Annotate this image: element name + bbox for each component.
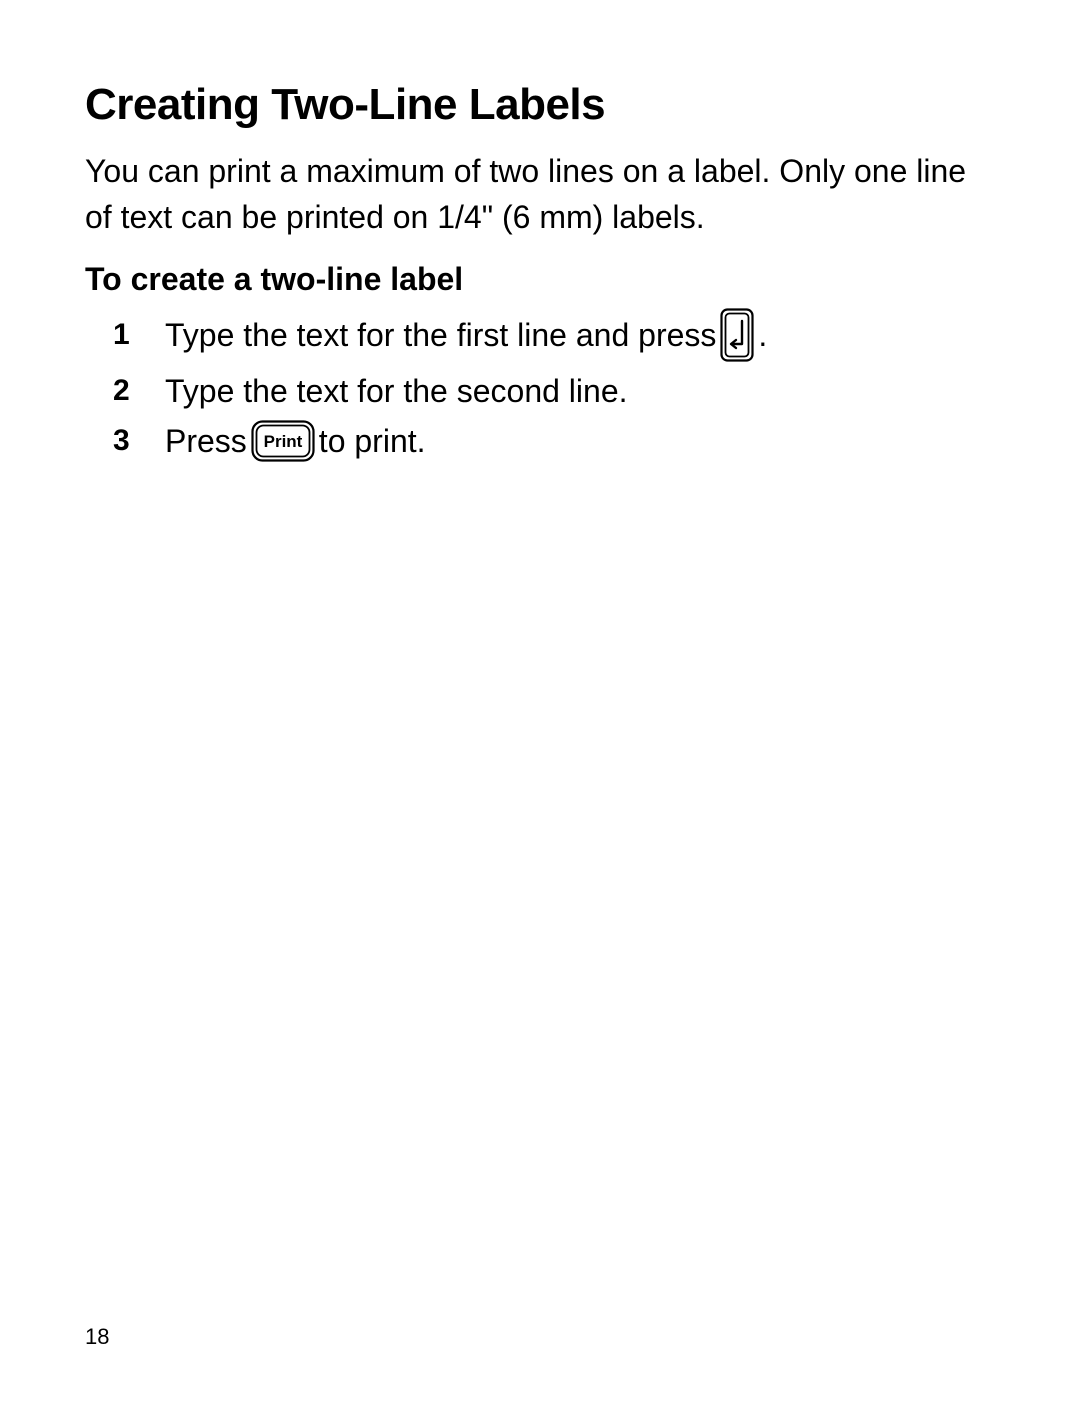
procedure-steps: 1 Type the text for the first line and p… (85, 308, 1000, 462)
page-number: 18 (85, 1324, 109, 1350)
step-text-part: . (758, 316, 767, 354)
step-number: 3 (113, 423, 165, 459)
step-text-part: to print. (319, 422, 426, 460)
step-text-part: Type the text for the first line and pre… (165, 316, 716, 354)
step-3: 3 Press Print to print. (113, 420, 1000, 462)
enter-key-icon (720, 308, 754, 362)
manual-page: Creating Two-Line Labels You can print a… (0, 0, 1080, 1410)
intro-paragraph: You can print a maximum of two lines on … (85, 148, 1000, 241)
print-key-icon: Print (251, 420, 315, 462)
step-2: 2 Type the text for the second line. (113, 372, 1000, 410)
procedure-heading: To create a two-line label (85, 261, 1000, 298)
print-key-label: Print (263, 432, 302, 451)
step-text: Type the text for the second line. (165, 372, 628, 410)
step-text-part: Press (165, 422, 247, 460)
section-heading: Creating Two-Line Labels (85, 80, 1000, 130)
step-number: 2 (113, 373, 165, 409)
step-1: 1 Type the text for the first line and p… (113, 308, 1000, 362)
step-text: Press Print to print. (165, 420, 426, 462)
step-number: 1 (113, 317, 165, 353)
step-text: Type the text for the first line and pre… (165, 308, 767, 362)
